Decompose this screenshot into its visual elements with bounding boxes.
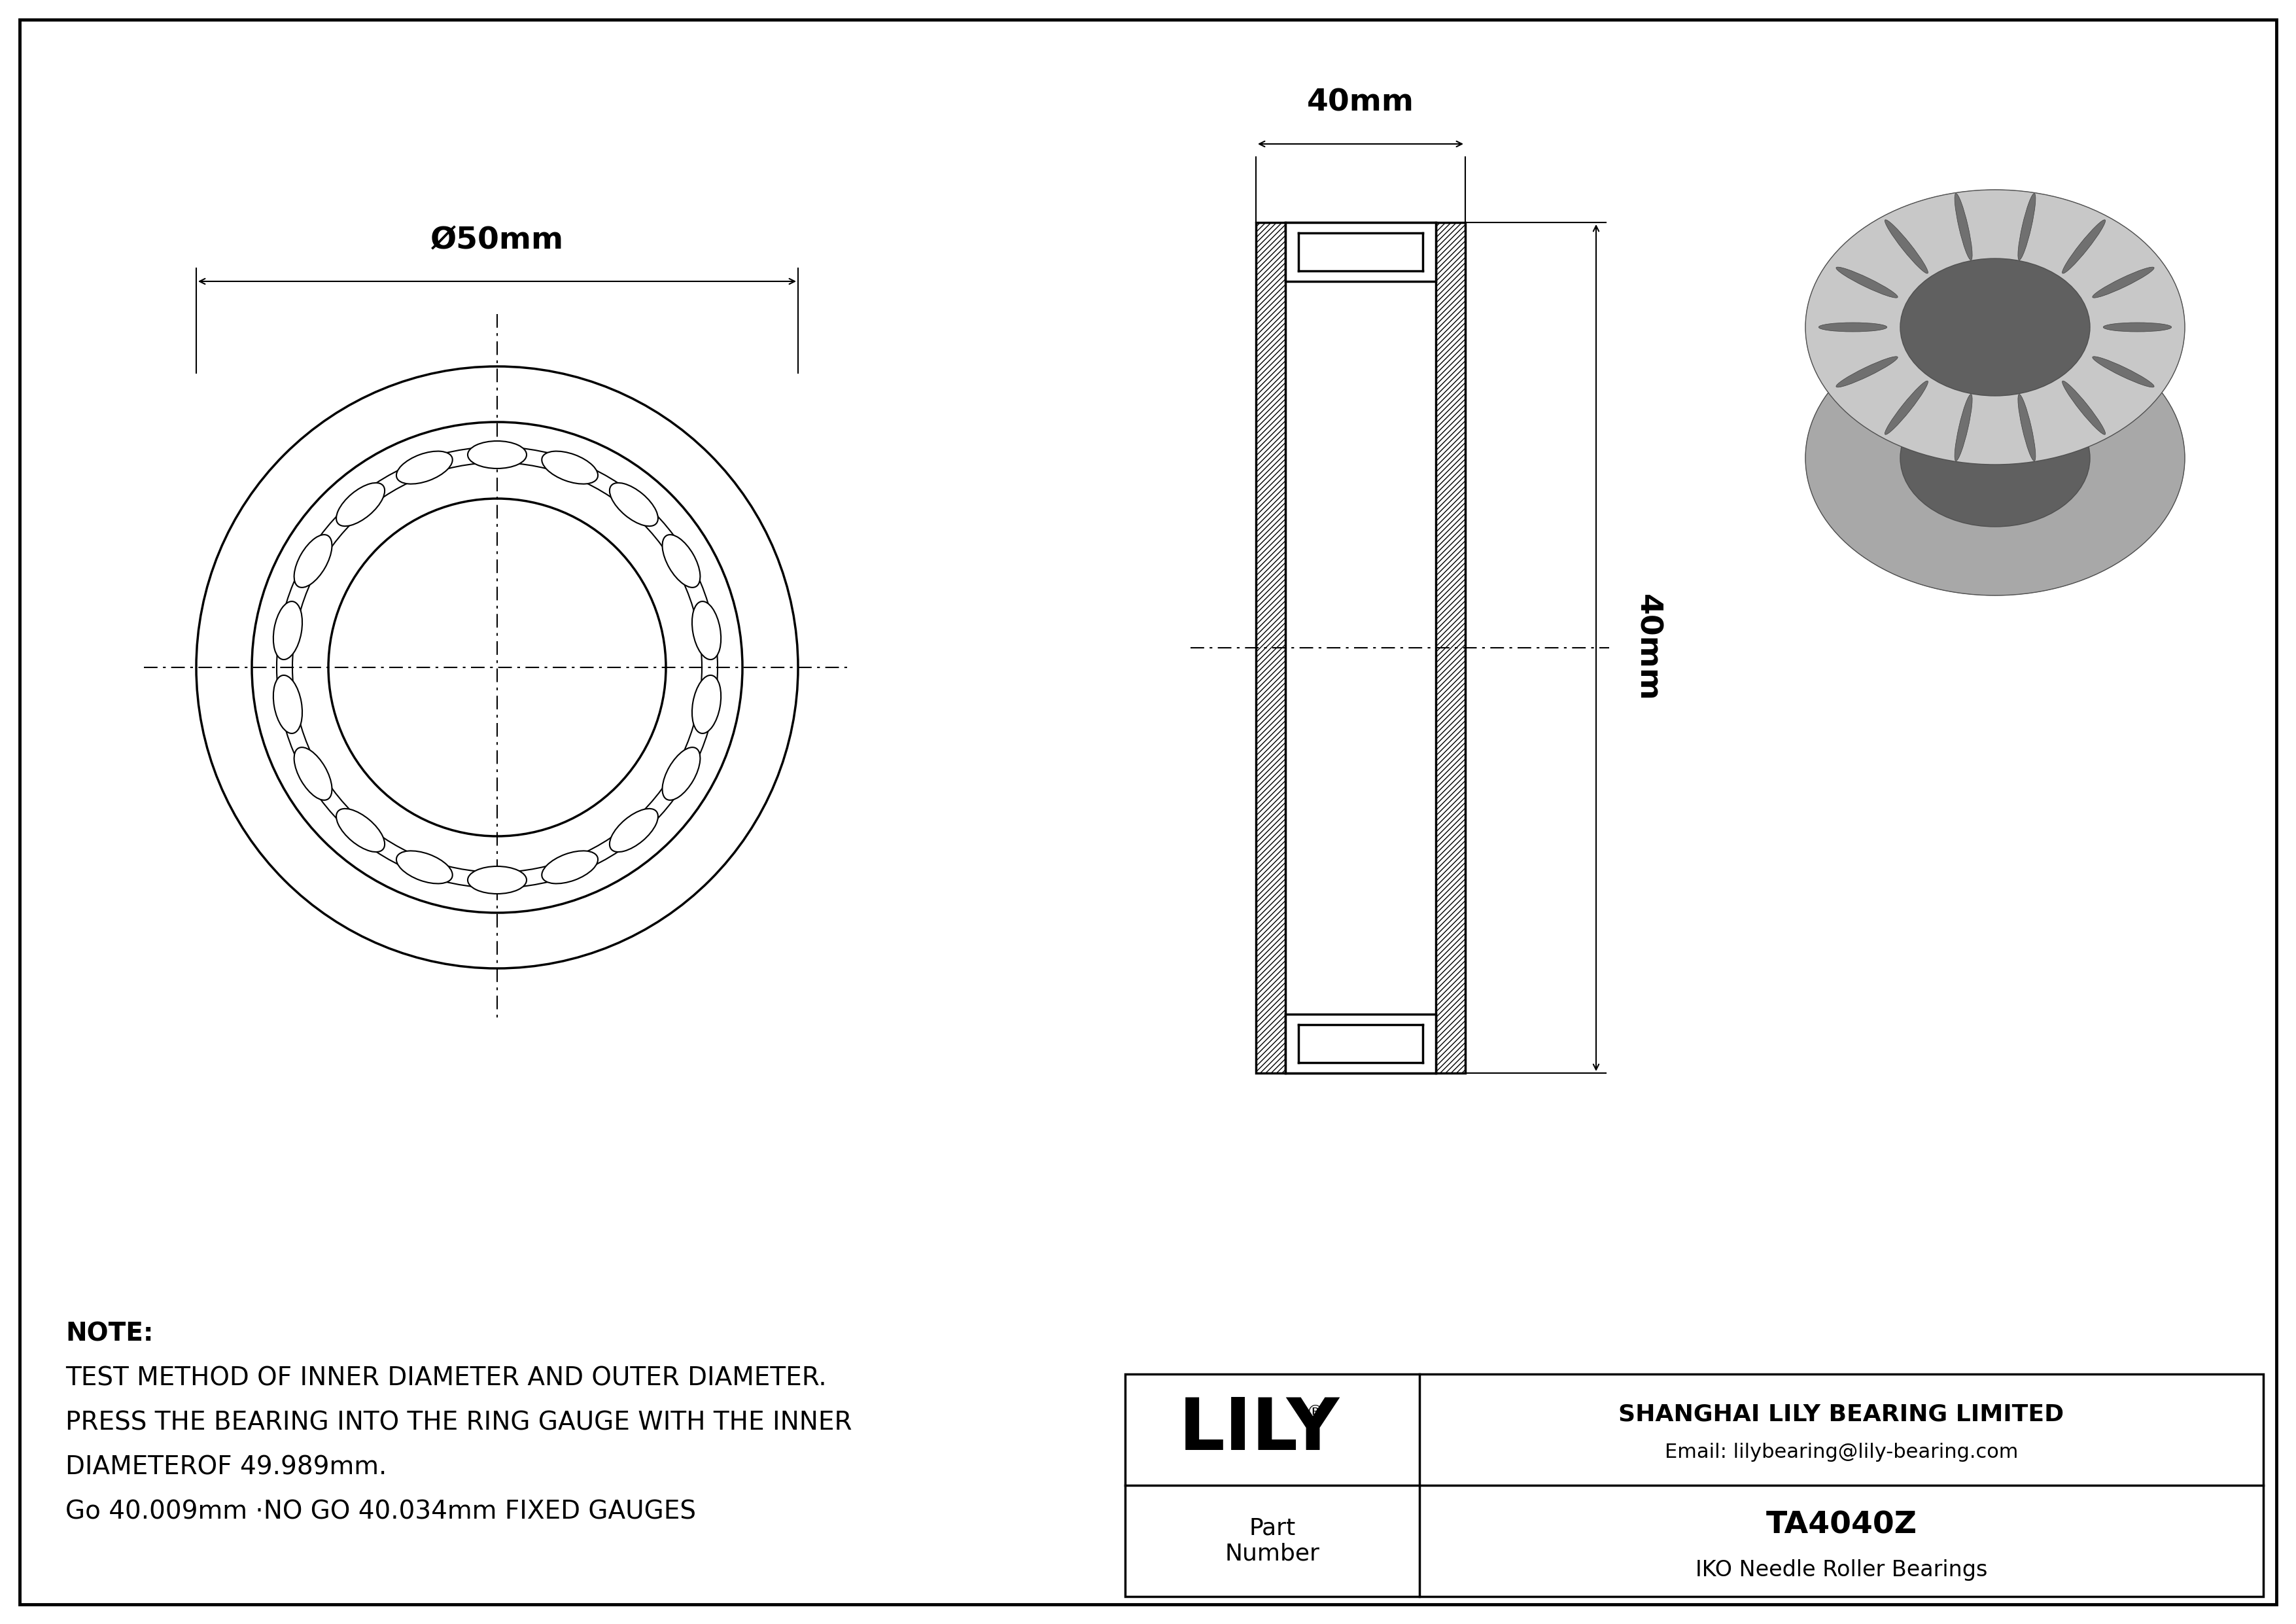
Ellipse shape bbox=[2018, 193, 2037, 260]
Ellipse shape bbox=[1954, 193, 1972, 260]
Ellipse shape bbox=[2018, 395, 2037, 461]
Bar bbox=[1256, 222, 1286, 1073]
Bar bbox=[1286, 1013, 1435, 1073]
Ellipse shape bbox=[397, 451, 452, 484]
Ellipse shape bbox=[608, 809, 659, 853]
Ellipse shape bbox=[2062, 219, 2105, 273]
Text: 40mm: 40mm bbox=[1306, 88, 1414, 119]
Ellipse shape bbox=[661, 534, 700, 588]
Text: DIAMETEROF 49.989mm.: DIAMETEROF 49.989mm. bbox=[64, 1455, 386, 1479]
Ellipse shape bbox=[691, 676, 721, 734]
Ellipse shape bbox=[335, 809, 386, 853]
Text: Part
Number: Part Number bbox=[1224, 1517, 1320, 1566]
Ellipse shape bbox=[1818, 323, 1887, 331]
Ellipse shape bbox=[468, 442, 526, 468]
Polygon shape bbox=[1995, 190, 2186, 596]
Text: 40mm: 40mm bbox=[1632, 594, 1662, 702]
Text: SHANGHAI LILY BEARING LIMITED: SHANGHAI LILY BEARING LIMITED bbox=[1619, 1403, 2064, 1426]
Bar bbox=[1435, 222, 1465, 1073]
Ellipse shape bbox=[273, 601, 303, 659]
Text: Email: lilybearing@lily-bearing.com: Email: lilybearing@lily-bearing.com bbox=[1665, 1442, 2018, 1462]
Ellipse shape bbox=[335, 482, 386, 526]
Text: NOTE:: NOTE: bbox=[64, 1322, 154, 1346]
Bar bbox=[1286, 222, 1435, 281]
Ellipse shape bbox=[2092, 357, 2154, 387]
Ellipse shape bbox=[397, 851, 452, 883]
Ellipse shape bbox=[1837, 266, 1899, 297]
Ellipse shape bbox=[1805, 320, 2186, 596]
Ellipse shape bbox=[661, 747, 700, 801]
Ellipse shape bbox=[294, 534, 333, 588]
Ellipse shape bbox=[2103, 323, 2172, 331]
Ellipse shape bbox=[2062, 382, 2105, 435]
Ellipse shape bbox=[1954, 395, 1972, 461]
Ellipse shape bbox=[1837, 357, 1899, 387]
Ellipse shape bbox=[2092, 266, 2154, 297]
Bar bbox=[1256, 222, 1465, 1073]
Polygon shape bbox=[1805, 190, 1995, 596]
Text: Ø50mm: Ø50mm bbox=[429, 226, 565, 255]
Ellipse shape bbox=[608, 482, 659, 526]
Text: Go 40.009mm ·NO GO 40.034mm FIXED GAUGES: Go 40.009mm ·NO GO 40.034mm FIXED GAUGES bbox=[64, 1499, 696, 1525]
Ellipse shape bbox=[1885, 382, 1929, 435]
Ellipse shape bbox=[542, 851, 597, 883]
Text: LILY: LILY bbox=[1178, 1395, 1341, 1465]
Text: TEST METHOD OF INNER DIAMETER AND OUTER DIAMETER.: TEST METHOD OF INNER DIAMETER AND OUTER … bbox=[64, 1366, 827, 1392]
Ellipse shape bbox=[468, 866, 526, 893]
Text: TA4040Z: TA4040Z bbox=[1766, 1510, 1917, 1540]
Bar bbox=[1125, 1374, 2264, 1596]
Ellipse shape bbox=[273, 676, 303, 734]
Text: PRESS THE BEARING INTO THE RING GAUGE WITH THE INNER: PRESS THE BEARING INTO THE RING GAUGE WI… bbox=[64, 1411, 852, 1436]
Text: IKO Needle Roller Bearings: IKO Needle Roller Bearings bbox=[1694, 1559, 1988, 1580]
Ellipse shape bbox=[1885, 219, 1929, 273]
Ellipse shape bbox=[294, 747, 333, 801]
Ellipse shape bbox=[542, 451, 597, 484]
Ellipse shape bbox=[1901, 390, 2089, 526]
Ellipse shape bbox=[1901, 258, 2089, 396]
Text: ®: ® bbox=[1306, 1405, 1325, 1423]
Ellipse shape bbox=[1805, 190, 2186, 464]
Ellipse shape bbox=[691, 601, 721, 659]
